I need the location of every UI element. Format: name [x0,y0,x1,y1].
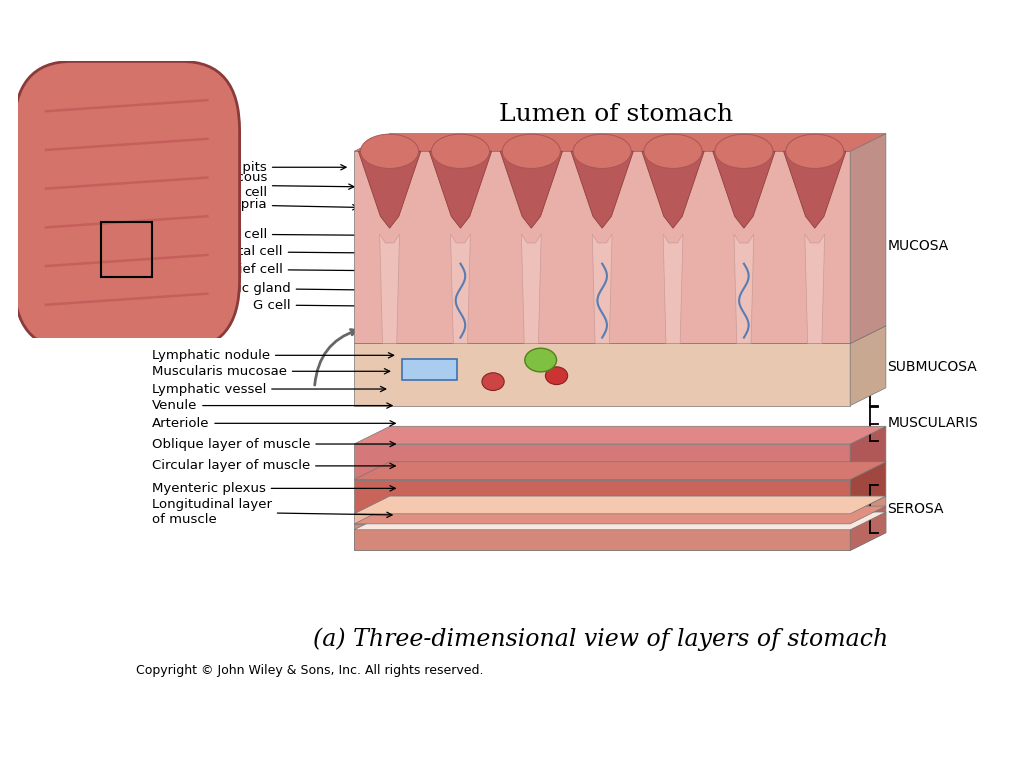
Polygon shape [429,151,492,228]
Polygon shape [850,426,886,479]
Polygon shape [734,234,754,343]
Polygon shape [500,151,562,228]
Ellipse shape [644,134,702,168]
Polygon shape [354,151,850,343]
Polygon shape [850,462,886,514]
Text: Gastric pits: Gastric pits [191,161,346,174]
Polygon shape [354,426,886,444]
Ellipse shape [502,134,560,168]
Text: Mucous neck cell: Mucous neck cell [153,227,366,240]
Polygon shape [354,134,886,151]
Text: Chief cell: Chief cell [221,263,378,276]
Text: Muscularis mucosae: Muscularis mucosae [152,365,390,378]
Polygon shape [354,444,850,479]
Ellipse shape [785,134,844,168]
Polygon shape [358,151,421,228]
Ellipse shape [573,134,631,168]
Polygon shape [850,496,886,524]
Polygon shape [850,134,886,343]
Text: Surface mucous
cell: Surface mucous cell [160,171,354,199]
Text: Lumen of stomach: Lumen of stomach [499,103,733,126]
Polygon shape [664,234,683,343]
Polygon shape [354,514,850,524]
Text: MUCOSA: MUCOSA [888,239,948,253]
Text: SEROSA: SEROSA [888,502,944,516]
Polygon shape [354,343,850,406]
Polygon shape [850,326,886,406]
Text: Venule: Venule [152,399,392,412]
Text: G cell: G cell [253,299,387,312]
Text: Lymphatic nodule: Lymphatic nodule [152,349,393,362]
Polygon shape [380,234,399,343]
Polygon shape [805,234,824,343]
Text: MUSCULARIS: MUSCULARIS [888,416,978,430]
Polygon shape [354,326,886,343]
Polygon shape [521,234,542,343]
FancyBboxPatch shape [13,61,240,349]
Polygon shape [354,512,886,530]
Polygon shape [713,151,775,228]
Polygon shape [354,530,850,551]
Text: SUBMUCOSA: SUBMUCOSA [888,360,977,374]
Circle shape [525,348,557,372]
Text: Oblique layer of muscle: Oblique layer of muscle [152,438,395,451]
Text: Lymphatic vessel: Lymphatic vessel [152,382,386,396]
Text: Parietal cell: Parietal cell [205,245,374,258]
Polygon shape [571,151,634,228]
Text: Myenteric plexus: Myenteric plexus [152,482,395,495]
Text: (a) Three-dimensional view of layers of stomach: (a) Three-dimensional view of layers of … [312,627,888,651]
Ellipse shape [360,134,419,168]
Ellipse shape [546,367,567,385]
Text: Copyright © John Wiley & Sons, Inc. All rights reserved.: Copyright © John Wiley & Sons, Inc. All … [136,664,483,677]
Polygon shape [850,506,886,551]
Polygon shape [354,479,850,514]
Bar [401,359,458,380]
Text: Gastric gland: Gastric gland [202,282,384,295]
Text: Longitudinal layer
of muscle: Longitudinal layer of muscle [152,498,392,526]
Polygon shape [592,234,612,343]
Polygon shape [850,512,886,551]
Text: Lamina propria: Lamina propria [166,198,358,211]
Polygon shape [354,506,886,524]
Polygon shape [354,524,850,551]
Polygon shape [354,496,886,514]
Polygon shape [354,462,886,479]
Polygon shape [642,151,705,228]
Ellipse shape [715,134,773,168]
Ellipse shape [482,372,504,390]
Bar [101,222,152,277]
Text: Circular layer of muscle: Circular layer of muscle [152,459,395,472]
Polygon shape [783,151,846,228]
Text: Arteriole: Arteriole [152,417,395,430]
Ellipse shape [431,134,489,168]
Polygon shape [451,234,470,343]
